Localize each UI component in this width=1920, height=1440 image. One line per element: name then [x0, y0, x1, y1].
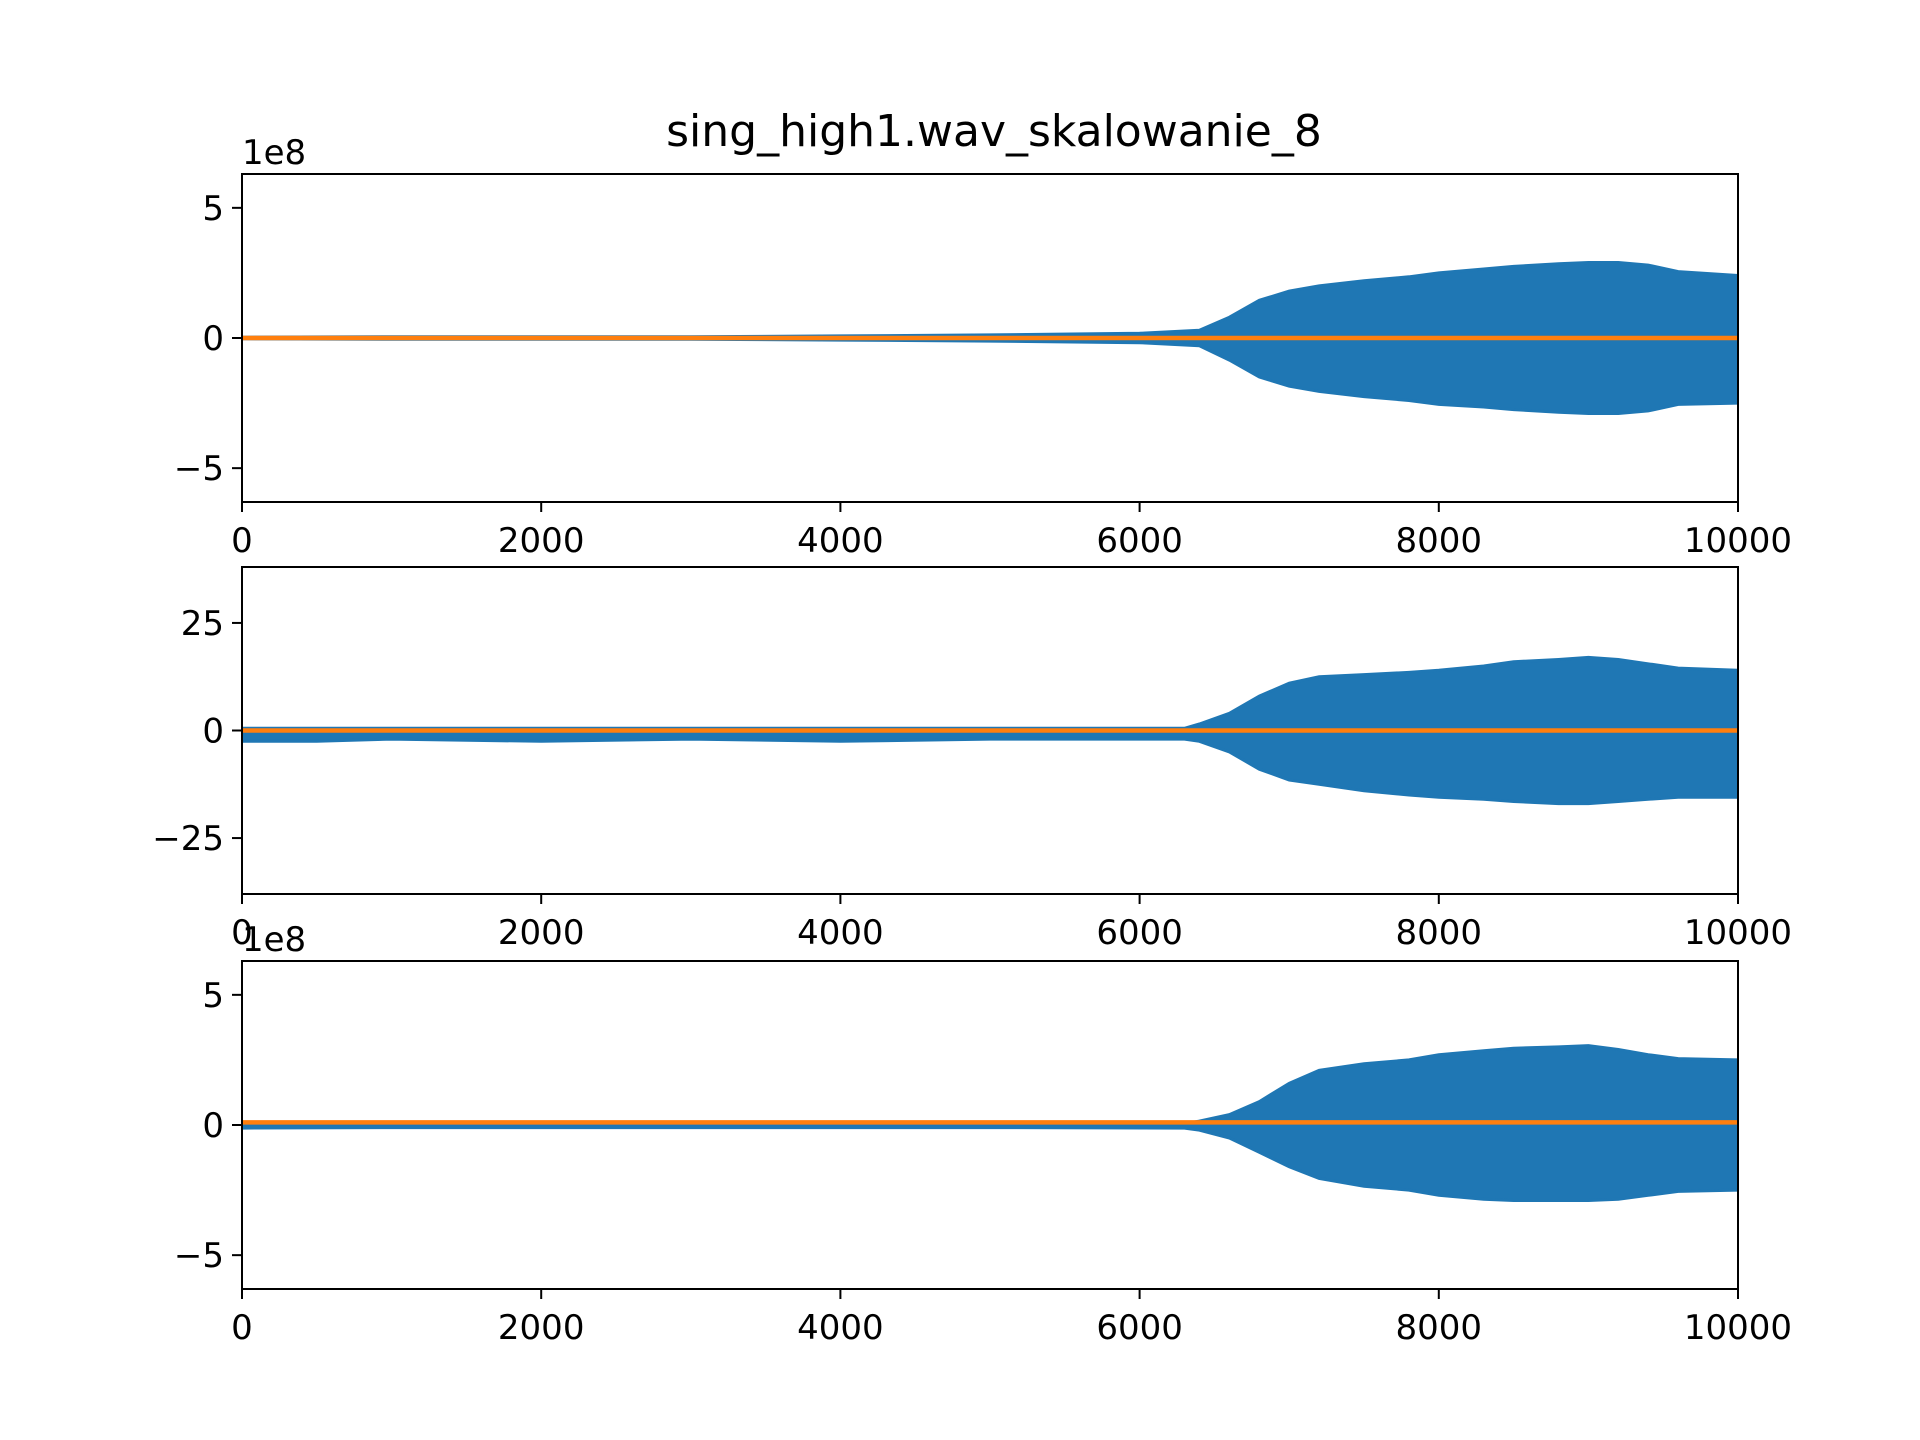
- y-tick-label: 25: [181, 604, 224, 644]
- x-tick-label: 10000: [1684, 521, 1792, 561]
- x-tick-label: 4000: [797, 913, 884, 953]
- y-tick-label: −25: [152, 819, 224, 859]
- y-tick-label: −5: [174, 1236, 224, 1276]
- x-tick-label: 10000: [1684, 1308, 1792, 1348]
- y-tick-label: −5: [174, 449, 224, 489]
- x-tick-label: 0: [231, 521, 253, 561]
- plot-area-3: [242, 1044, 1738, 1202]
- y-offset-label: 1e8: [242, 133, 306, 173]
- x-tick-label: 0: [231, 1308, 253, 1348]
- y-tick-label: 0: [202, 1106, 224, 1146]
- x-tick-label: 2000: [498, 521, 585, 561]
- waveform-envelope: [242, 1044, 1738, 1202]
- plot-area-1: [242, 261, 1738, 415]
- y-offset-label: 1e8: [242, 920, 306, 960]
- y-tick-label: 0: [202, 712, 224, 752]
- y-tick-label: 0: [202, 319, 224, 359]
- x-tick-label: 10000: [1684, 913, 1792, 953]
- y-tick-label: 5: [202, 189, 224, 229]
- x-tick-label: 8000: [1396, 1308, 1483, 1348]
- x-tick-label: 4000: [797, 521, 884, 561]
- x-tick-label: 2000: [498, 1308, 585, 1348]
- plot-area-2: [242, 655, 1738, 806]
- chart-title: sing_high1.wav_skalowanie_8: [666, 106, 1322, 157]
- x-tick-label: 6000: [1096, 521, 1183, 561]
- y-tick-label: 5: [202, 976, 224, 1016]
- x-tick-label: 4000: [797, 1308, 884, 1348]
- subplot-2: 0 2000 4000 6000 8000 10000 −25 0 25: [152, 566, 1792, 953]
- x-tick-label: 8000: [1396, 521, 1483, 561]
- x-tick-label: 6000: [1096, 913, 1183, 953]
- x-tick-label: 8000: [1396, 913, 1483, 953]
- x-tick-label: 2000: [498, 913, 585, 953]
- x-tick-label: 6000: [1096, 1308, 1183, 1348]
- x-tick-label: 0: [231, 913, 253, 953]
